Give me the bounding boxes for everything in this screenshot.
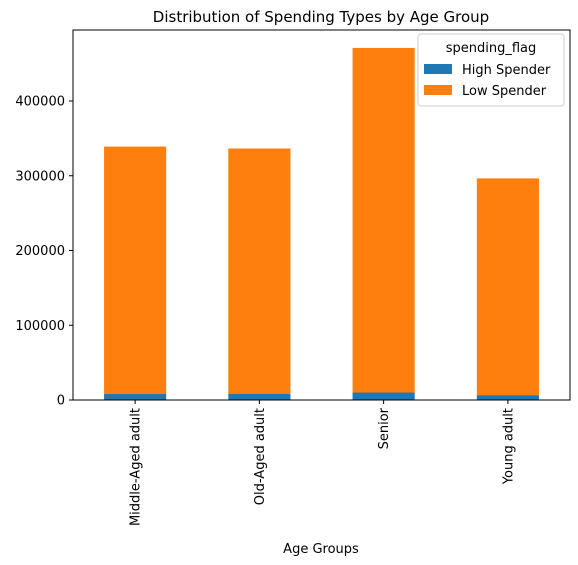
axes <box>72 29 571 401</box>
legend: spending_flag High Spender Low Spender <box>417 33 565 107</box>
x-axis-label: Age Groups <box>283 542 359 557</box>
legend-swatch-low-spender <box>424 85 452 95</box>
y-ticks: 0 100000 200000 300000 400000 <box>15 95 73 409</box>
legend-box <box>417 33 565 107</box>
bar-high-spender-0 <box>104 394 167 400</box>
x-tick-label: Middle-Aged adult <box>129 408 144 526</box>
bar-high-spender-2 <box>352 392 415 400</box>
y-tick-label: 300000 <box>15 169 65 184</box>
legend-title: spending_flag <box>446 41 537 56</box>
bar-low-spender-1 <box>228 148 291 394</box>
y-tick-label: 400000 <box>15 95 65 110</box>
y-tick-label: 200000 <box>15 244 65 259</box>
legend-label-high-spender: High Spender <box>462 63 551 78</box>
x-tick-label: Senior <box>377 407 392 449</box>
y-tick-label: 100000 <box>15 319 65 334</box>
bars <box>104 47 539 400</box>
bar-low-spender-0 <box>104 146 167 395</box>
legend-swatch-high-spender <box>424 64 452 74</box>
y-tick-label: 0 <box>57 394 65 409</box>
x-tick-label: Old-Aged adult <box>253 408 268 505</box>
bar-high-spender-3 <box>476 395 539 400</box>
x-tick-label: Young adult <box>501 408 516 485</box>
bar-low-spender-2 <box>352 47 415 393</box>
plot-frame <box>72 29 571 401</box>
legend-label-low-spender: Low Spender <box>462 84 547 99</box>
bar-high-spender-1 <box>228 393 291 400</box>
bar-low-spender-3 <box>476 178 539 396</box>
x-ticks: Middle-Aged adult Old-Aged adult Senior You… <box>129 400 516 526</box>
chart-title: Distribution of Spending Types by Age Gr… <box>153 8 489 26</box>
